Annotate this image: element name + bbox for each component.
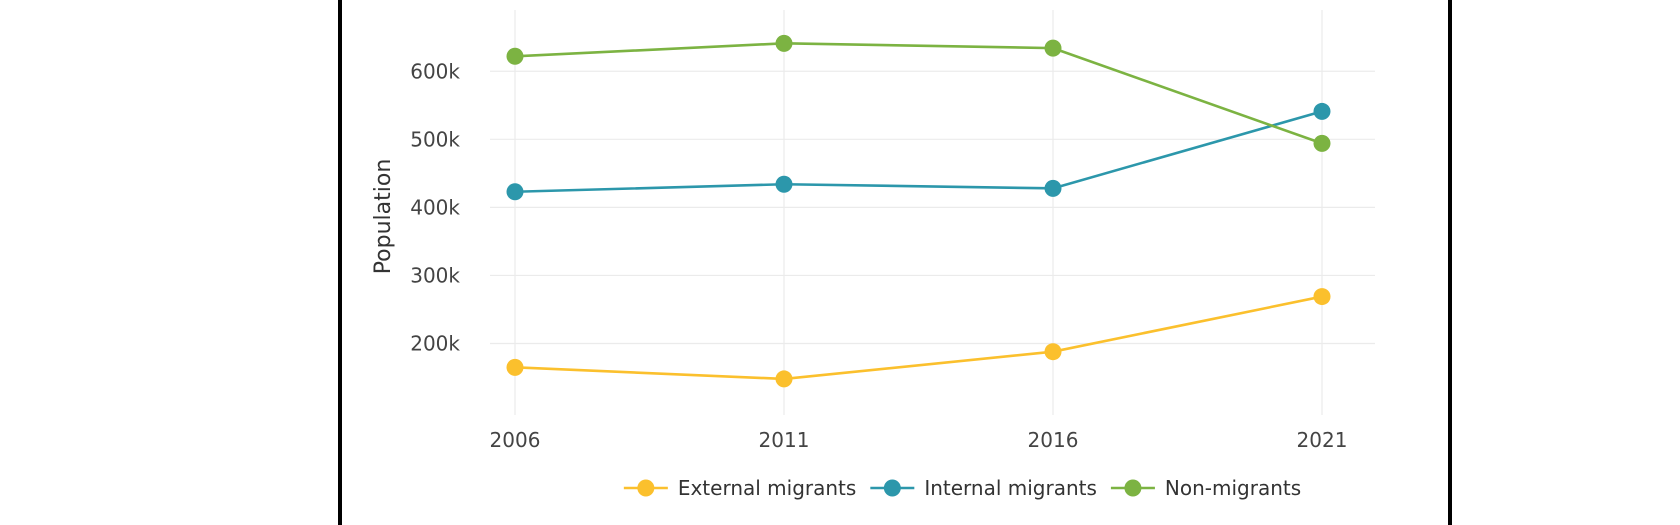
series-layer <box>506 34 1331 388</box>
chart-frame <box>338 0 1452 525</box>
series-0 <box>506 288 1331 388</box>
x-axis-ticks: 2006 2011 2016 2021 <box>490 428 1348 452</box>
legend: External migrants Internal migrants Non-mi… <box>623 476 1301 500</box>
legend-label: Internal migrants <box>924 476 1097 500</box>
data-point <box>1313 288 1331 306</box>
data-point <box>775 370 793 388</box>
y-tick-label: 600k <box>410 59 460 83</box>
series-2 <box>506 34 1331 152</box>
x-tick-label: 2021 <box>1297 428 1348 452</box>
legend-key-point <box>637 479 655 497</box>
legend-item: Non-migrants <box>1110 476 1301 500</box>
data-point <box>1313 102 1331 120</box>
y-axis-ticks: 200k 300k 400k 500k 600k <box>410 59 460 355</box>
data-point <box>775 175 793 193</box>
data-point <box>1044 343 1062 361</box>
legend-key-point <box>1124 479 1142 497</box>
series-line <box>514 42 1323 145</box>
grid-lines <box>490 10 1375 415</box>
data-point <box>506 358 524 376</box>
series-line <box>514 295 1323 381</box>
data-point <box>506 183 524 201</box>
y-axis-title: Population <box>371 159 396 275</box>
series-line <box>514 110 1323 194</box>
legend-label: External migrants <box>678 476 857 500</box>
data-point <box>1044 179 1062 197</box>
y-tick-label: 300k <box>410 263 460 287</box>
legend-item: External migrants <box>623 476 857 500</box>
y-tick-label: 400k <box>410 195 460 219</box>
data-point <box>506 47 524 65</box>
x-tick-label: 2016 <box>1028 428 1079 452</box>
y-tick-label: 500k <box>410 127 460 151</box>
x-tick-label: 2011 <box>759 428 810 452</box>
legend-key-point <box>883 479 901 497</box>
legend-label: Non-migrants <box>1165 476 1301 500</box>
data-point <box>1044 39 1062 57</box>
series-1 <box>506 102 1331 201</box>
x-tick-label: 2006 <box>490 428 541 452</box>
legend-item: Internal migrants <box>870 476 1097 500</box>
data-point <box>775 34 793 52</box>
data-point <box>1313 134 1331 152</box>
y-tick-label: 200k <box>410 332 460 356</box>
